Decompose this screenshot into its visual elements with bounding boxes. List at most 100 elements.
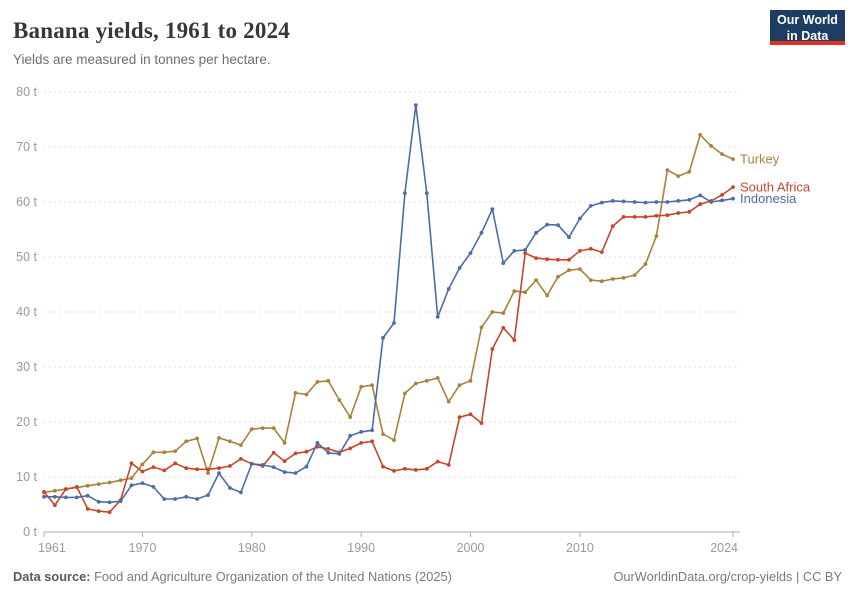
data-point[interactable] xyxy=(151,465,156,469)
data-point[interactable] xyxy=(282,470,287,474)
data-point[interactable] xyxy=(140,462,145,467)
data-point[interactable] xyxy=(370,383,374,387)
data-point[interactable] xyxy=(567,257,571,262)
data-point[interactable] xyxy=(304,449,309,454)
data-point[interactable] xyxy=(578,267,582,271)
data-point[interactable] xyxy=(173,461,178,466)
owid-logo[interactable]: Our World in Data xyxy=(770,10,845,45)
data-point[interactable] xyxy=(326,447,331,451)
data-point[interactable] xyxy=(195,436,200,441)
data-point[interactable] xyxy=(676,199,681,203)
data-point[interactable] xyxy=(578,249,582,253)
data-point[interactable] xyxy=(457,266,462,270)
data-point[interactable] xyxy=(512,338,517,342)
data-point[interactable] xyxy=(184,466,189,471)
data-point[interactable] xyxy=(588,278,593,282)
data-point[interactable] xyxy=(151,450,156,455)
data-point[interactable] xyxy=(654,213,659,218)
data-point[interactable] xyxy=(64,495,68,500)
data-point[interactable] xyxy=(304,392,309,397)
data-point[interactable] xyxy=(709,200,713,204)
data-point[interactable] xyxy=(720,193,724,197)
data-point[interactable] xyxy=(512,289,517,293)
data-point[interactable] xyxy=(632,215,637,219)
data-point[interactable] xyxy=(501,326,506,330)
data-point[interactable] xyxy=(545,257,549,262)
data-point[interactable] xyxy=(457,383,462,387)
data-point[interactable] xyxy=(370,428,374,433)
data-point[interactable] xyxy=(184,439,189,444)
data-point[interactable] xyxy=(567,268,571,273)
data-point[interactable] xyxy=(173,497,178,501)
data-point[interactable] xyxy=(206,493,210,497)
data-point[interactable] xyxy=(687,210,692,214)
data-point[interactable] xyxy=(709,144,713,148)
data-point[interactable] xyxy=(85,483,90,488)
data-point[interactable] xyxy=(239,457,243,461)
data-point[interactable] xyxy=(129,476,134,480)
data-point[interactable] xyxy=(162,468,167,473)
data-point[interactable] xyxy=(413,468,418,472)
data-point[interactable] xyxy=(129,483,134,488)
data-point[interactable] xyxy=(610,224,615,229)
data-point[interactable] xyxy=(195,467,200,472)
data-point[interactable] xyxy=(359,384,364,389)
data-point[interactable] xyxy=(140,469,145,474)
data-point[interactable] xyxy=(731,196,735,201)
data-point[interactable] xyxy=(107,510,112,515)
data-point[interactable] xyxy=(424,378,429,383)
data-point[interactable] xyxy=(621,276,626,280)
data-point[interactable] xyxy=(359,441,364,445)
data-point[interactable] xyxy=(392,469,396,473)
data-point[interactable] xyxy=(392,321,396,325)
data-point[interactable] xyxy=(435,459,440,464)
legend-label-indonesia[interactable]: Indonesia xyxy=(740,191,797,206)
data-point[interactable] xyxy=(567,235,571,240)
data-point[interactable] xyxy=(118,478,123,483)
data-point[interactable] xyxy=(271,426,276,430)
data-point[interactable] xyxy=(446,287,451,291)
data-point[interactable] xyxy=(490,207,495,212)
data-point[interactable] xyxy=(64,487,68,491)
data-point[interactable] xyxy=(687,169,692,174)
data-point[interactable] xyxy=(162,497,167,501)
data-point[interactable] xyxy=(424,191,429,196)
data-point[interactable] xyxy=(556,274,560,279)
data-point[interactable] xyxy=(534,230,538,235)
data-point[interactable] xyxy=(665,213,670,218)
data-point[interactable] xyxy=(599,250,604,255)
data-point[interactable] xyxy=(337,452,342,456)
data-point[interactable] xyxy=(578,216,582,221)
data-point[interactable] xyxy=(217,436,221,440)
data-point[interactable] xyxy=(206,467,210,472)
data-point[interactable] xyxy=(403,191,407,196)
data-point[interactable] xyxy=(162,450,167,455)
data-point[interactable] xyxy=(326,450,331,455)
data-point[interactable] xyxy=(74,485,79,489)
data-point[interactable] xyxy=(403,466,407,471)
data-point[interactable] xyxy=(556,257,560,262)
data-point[interactable] xyxy=(534,278,538,282)
data-point[interactable] xyxy=(643,215,648,219)
data-point[interactable] xyxy=(610,199,615,203)
data-point[interactable] xyxy=(228,464,232,468)
data-point[interactable] xyxy=(490,310,495,314)
data-point[interactable] xyxy=(599,279,604,284)
data-point[interactable] xyxy=(654,200,659,204)
data-point[interactable] xyxy=(610,277,615,281)
data-point[interactable] xyxy=(293,471,298,475)
data-point[interactable] xyxy=(687,197,692,202)
data-point[interactable] xyxy=(479,421,484,425)
data-point[interactable] xyxy=(315,441,320,445)
data-point[interactable] xyxy=(381,336,385,340)
data-point[interactable] xyxy=(249,461,254,466)
data-point[interactable] xyxy=(53,488,57,493)
data-point[interactable] xyxy=(173,449,178,453)
data-point[interactable] xyxy=(446,399,451,404)
data-point[interactable] xyxy=(501,311,506,315)
data-point[interactable] xyxy=(271,450,276,455)
credit-link[interactable]: OurWorldinData.org/crop-yields | CC BY xyxy=(613,569,842,584)
data-point[interactable] xyxy=(643,262,648,266)
data-point[interactable] xyxy=(315,380,320,384)
data-point[interactable] xyxy=(676,211,681,215)
